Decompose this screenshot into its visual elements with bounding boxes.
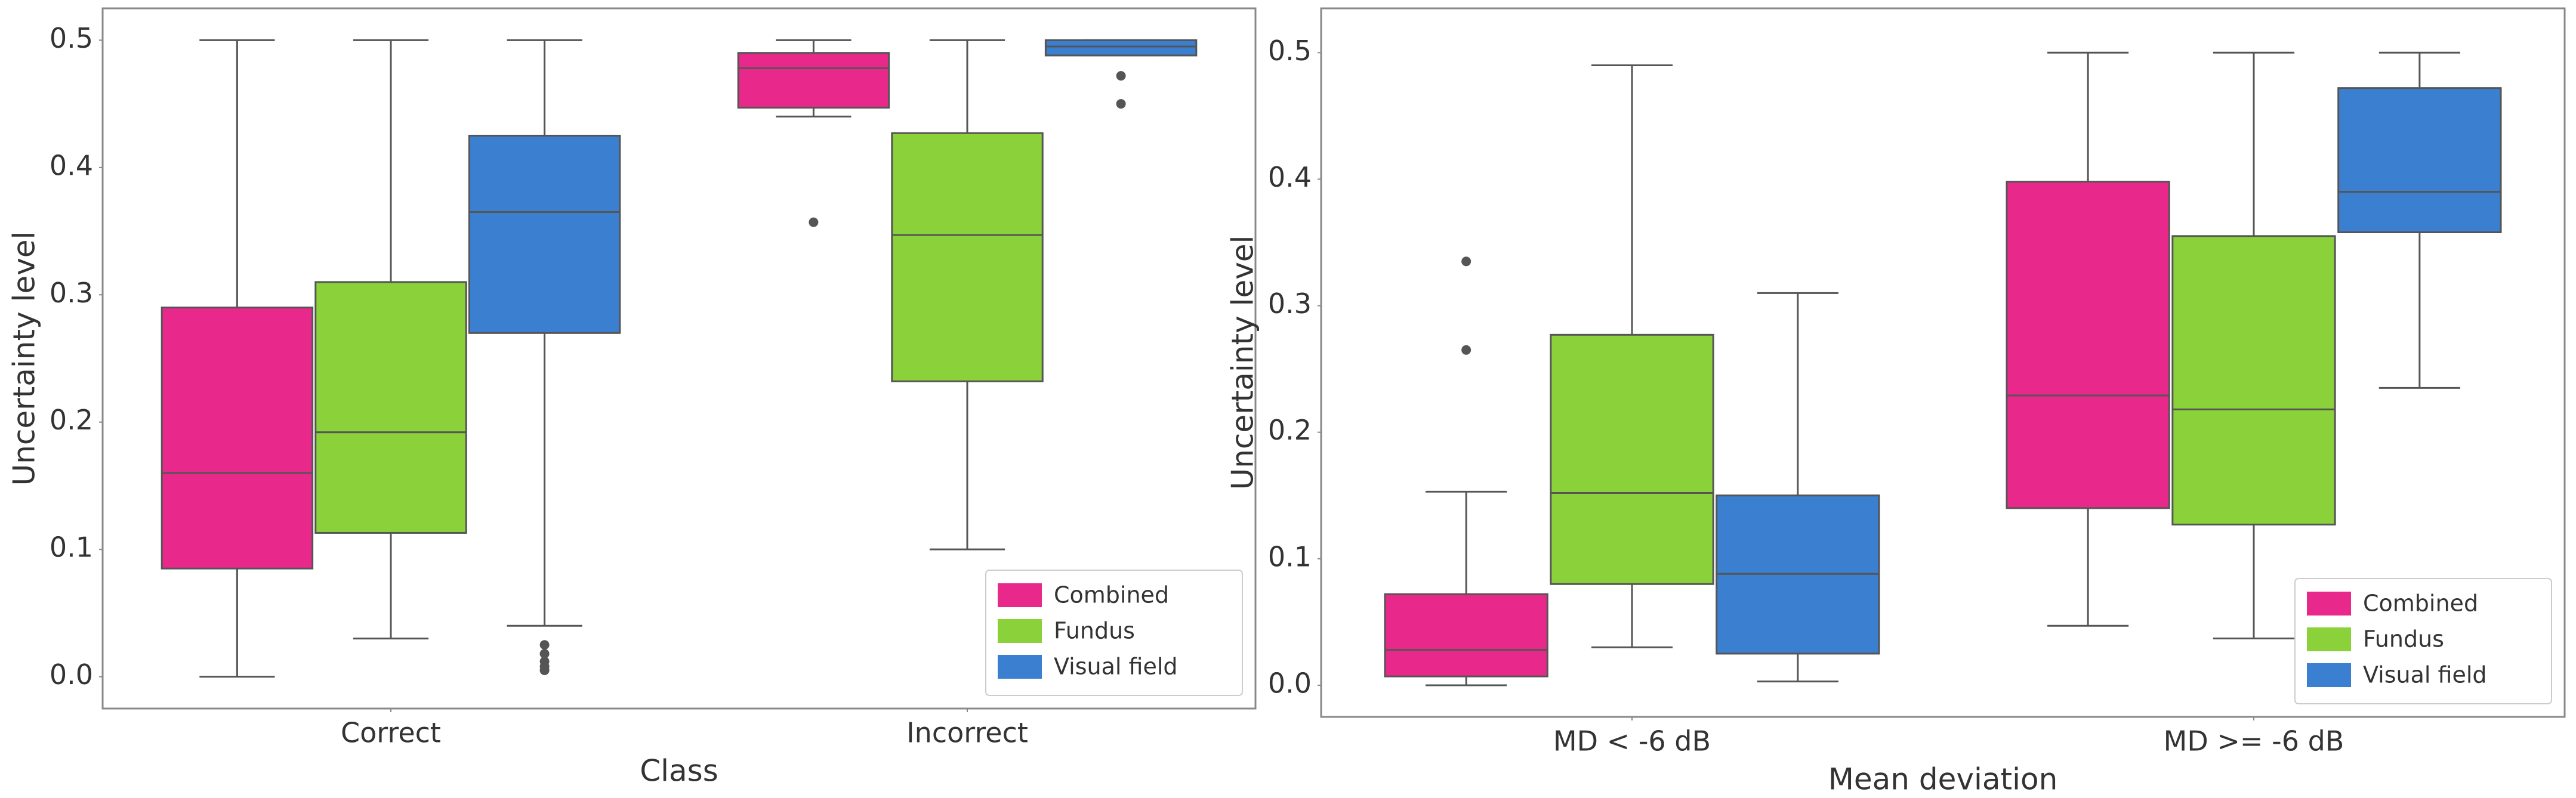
y-tick-label: 0.3	[1268, 287, 1312, 320]
y-tick-label: 0.1	[50, 531, 93, 564]
y-tick-label: 0.3	[50, 277, 93, 309]
box	[468, 39, 621, 675]
box	[1384, 256, 1548, 686]
flier	[539, 649, 550, 659]
box-body	[2006, 181, 2170, 509]
flier	[539, 665, 550, 675]
y-axis-label: Uncertainty level	[7, 231, 42, 486]
box	[891, 39, 1044, 550]
flier	[1461, 345, 1471, 355]
box-body	[161, 307, 314, 570]
legend-label: Combined	[1054, 582, 1169, 608]
box-body	[1384, 593, 1548, 678]
box	[1550, 64, 1714, 648]
legend-box	[985, 570, 1243, 696]
box	[314, 39, 467, 640]
legend-swatch	[2307, 627, 2351, 651]
box-body	[2337, 87, 2502, 233]
box-body	[1550, 333, 1714, 585]
legend-label: Fundus	[1054, 618, 1135, 644]
y-tick-label: 0.4	[1268, 161, 1312, 193]
box-body	[1044, 39, 1198, 57]
box	[737, 39, 890, 227]
box-body	[2171, 235, 2336, 526]
box-body	[468, 134, 621, 334]
y-tick-label: 0.2	[1268, 414, 1312, 446]
legend-swatch	[998, 619, 1042, 643]
box	[2337, 51, 2502, 389]
x-tick-label: Correct	[341, 717, 441, 749]
box-body	[314, 281, 467, 534]
x-axis-label: Class	[640, 754, 718, 788]
flier	[809, 217, 819, 227]
legend-label: Visual field	[1054, 654, 1178, 680]
box-body	[891, 132, 1044, 382]
box	[2006, 51, 2170, 627]
x-axis-label: Mean deviation	[1828, 762, 2058, 797]
flier	[539, 640, 550, 650]
box	[1044, 39, 1198, 109]
y-tick-label: 0.5	[1268, 35, 1312, 67]
y-tick-label: 0.1	[1268, 540, 1312, 573]
legend-swatch	[2307, 592, 2351, 615]
legend-label: Visual field	[2363, 662, 2487, 688]
legend-box	[2294, 578, 2552, 704]
legend-label: Fundus	[2363, 626, 2444, 652]
y-axis-label: Uncertainty level	[1226, 236, 1260, 490]
y-tick-label: 0.5	[50, 22, 93, 54]
box-body	[737, 52, 890, 109]
flier	[1116, 99, 1126, 109]
plot-frame	[1320, 7, 2566, 718]
box	[1716, 292, 1880, 683]
x-tick-label: MD >= -6 dB	[2164, 725, 2344, 757]
y-tick-label: 0.4	[50, 149, 93, 181]
y-tick-label: 0.2	[50, 404, 93, 436]
legend-swatch	[2307, 663, 2351, 687]
box	[161, 39, 314, 678]
y-tick-label: 0.0	[1268, 667, 1312, 699]
flier	[1116, 71, 1126, 81]
y-tick-label: 0.0	[50, 658, 93, 691]
x-tick-label: Incorrect	[906, 717, 1028, 749]
box	[2171, 51, 2336, 639]
legend-swatch	[998, 655, 1042, 679]
plot-frame	[101, 7, 1257, 710]
legend-swatch	[998, 583, 1042, 607]
legend-label: Combined	[2363, 590, 2478, 617]
flier	[1461, 256, 1471, 267]
x-tick-label: MD < -6 dB	[1553, 725, 1711, 757]
